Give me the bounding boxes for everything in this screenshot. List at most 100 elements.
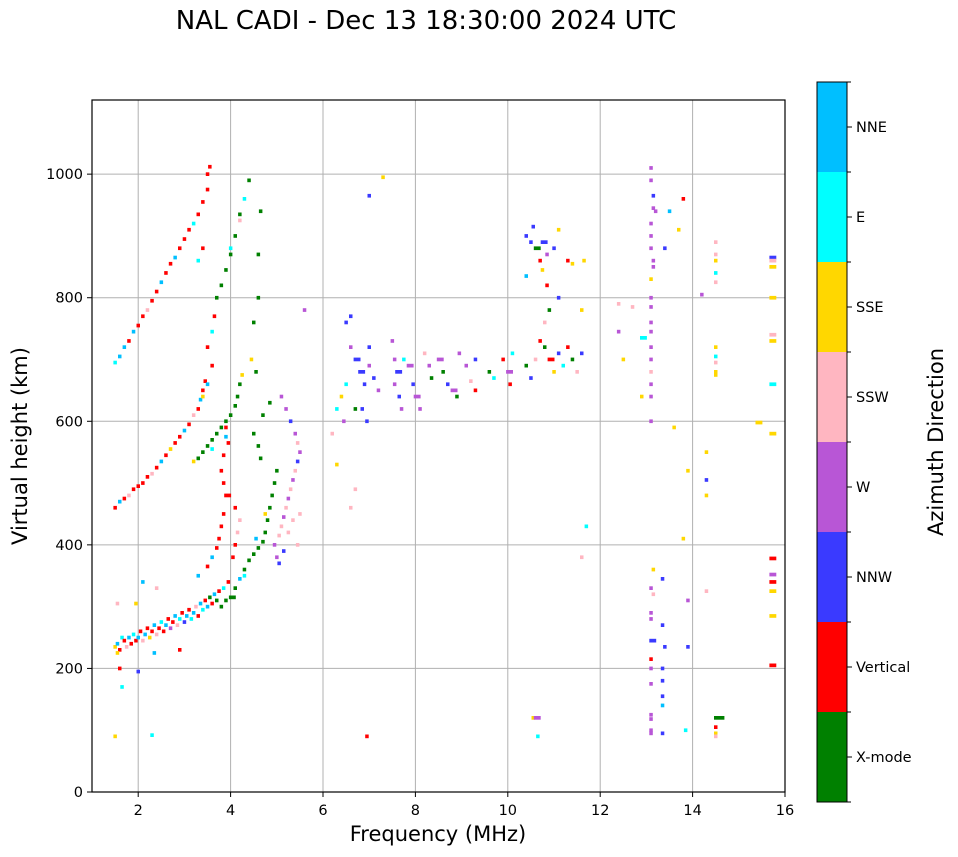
data-point-ssw bbox=[533, 357, 538, 362]
data-point-x-mode bbox=[441, 370, 445, 374]
data-point-sse bbox=[134, 601, 138, 606]
data-point-w bbox=[291, 478, 295, 482]
data-point-x-mode bbox=[252, 552, 256, 556]
data-point-sse bbox=[335, 462, 339, 467]
x-tick-label: 8 bbox=[411, 803, 420, 819]
data-point-ssw bbox=[575, 370, 579, 374]
data-point-e bbox=[683, 728, 688, 733]
data-point-nnw bbox=[529, 376, 533, 380]
data-point-ssw bbox=[714, 360, 718, 365]
data-point-vertical bbox=[187, 422, 191, 427]
data-point-x-mode bbox=[219, 283, 224, 288]
data-point-nne bbox=[159, 459, 164, 464]
data-point-w bbox=[168, 626, 173, 631]
data-point-nnw bbox=[660, 577, 665, 581]
data-point-e bbox=[178, 617, 182, 621]
data-point-ssw bbox=[422, 351, 427, 356]
data-point-x-mode bbox=[247, 558, 251, 563]
data-point-x-mode bbox=[238, 212, 242, 217]
data-point-sse bbox=[582, 258, 586, 263]
data-point-nne bbox=[127, 635, 131, 640]
data-point-nnw bbox=[580, 351, 584, 356]
data-point-ssw bbox=[293, 468, 297, 473]
data-point-ssw bbox=[145, 308, 150, 312]
colorbar: X-mode Vertical NNW W SSW SSE E NNE bbox=[816, 81, 912, 803]
data-point-nnw bbox=[136, 669, 140, 674]
data-point-vertical bbox=[205, 345, 210, 349]
data-point-vertical bbox=[501, 357, 505, 362]
data-point-w bbox=[649, 717, 653, 721]
data-point-w bbox=[649, 712, 653, 717]
data-point-x-mode bbox=[487, 370, 492, 374]
data-point-x-mode bbox=[714, 716, 725, 720]
data-point-w bbox=[367, 363, 371, 368]
data-point-e bbox=[228, 246, 233, 251]
data-point-sse bbox=[113, 645, 117, 649]
data-point-sse bbox=[115, 651, 120, 655]
data-point-ssw bbox=[154, 586, 159, 590]
data-point-nne bbox=[115, 641, 120, 646]
data-point-x-mode bbox=[270, 493, 274, 498]
data-point-x-mode bbox=[543, 345, 547, 349]
data-point-x-mode bbox=[455, 394, 459, 399]
data-point-x-mode bbox=[247, 178, 251, 183]
data-point-nne bbox=[191, 611, 196, 615]
y-tick-label: 1000 bbox=[46, 167, 83, 183]
y-axis-label: Virtual height (km) bbox=[8, 347, 32, 545]
data-point-nne bbox=[152, 623, 157, 627]
data-point-x-mode bbox=[233, 234, 237, 238]
data-point-nnw bbox=[552, 246, 556, 251]
data-point-ssw bbox=[330, 431, 334, 436]
data-point-vertical bbox=[215, 546, 219, 550]
data-point-w bbox=[649, 295, 653, 300]
data-point-vertical bbox=[129, 641, 133, 646]
data-point-nnw bbox=[660, 678, 665, 683]
data-point-nne bbox=[136, 635, 140, 640]
data-point-w bbox=[376, 388, 381, 393]
data-point-x-mode bbox=[215, 598, 219, 603]
data-point-vertical bbox=[118, 648, 122, 652]
data-point-w bbox=[418, 407, 422, 411]
y-tick-label: 800 bbox=[55, 291, 83, 307]
data-point-sse bbox=[552, 370, 556, 374]
data-point-ssw bbox=[194, 604, 198, 609]
data-point-vertical bbox=[182, 237, 187, 241]
data-point-x-mode bbox=[263, 530, 267, 535]
data-point-w bbox=[649, 731, 653, 736]
data-point-vertical bbox=[365, 734, 369, 739]
data-point-nne bbox=[210, 555, 214, 560]
data-point-vertical bbox=[134, 638, 138, 643]
data-point-vertical bbox=[113, 505, 117, 510]
data-point-vertical bbox=[178, 246, 182, 251]
data-point-w bbox=[653, 209, 658, 214]
data-point-e bbox=[201, 607, 205, 612]
data-point-nnw bbox=[660, 623, 665, 627]
data-point-x-mode bbox=[224, 419, 228, 424]
data-point-x-mode bbox=[261, 413, 265, 417]
data-point-ssw bbox=[543, 320, 547, 325]
data-point-w bbox=[649, 320, 653, 325]
data-point-x-mode bbox=[258, 456, 263, 461]
data-point-nne bbox=[173, 614, 177, 618]
data-point-nne bbox=[141, 580, 145, 584]
data-point-w bbox=[427, 363, 431, 368]
data-point-vertical bbox=[224, 425, 228, 430]
data-point-nnw bbox=[344, 320, 348, 325]
data-point-vertical bbox=[161, 629, 166, 634]
data-point-sse bbox=[714, 370, 718, 374]
colorbar-label-sse: SSE bbox=[856, 300, 884, 316]
data-point-nne bbox=[212, 592, 217, 597]
data-point-ssw bbox=[353, 487, 358, 492]
data-point-w bbox=[275, 555, 279, 560]
data-point-w bbox=[286, 496, 291, 501]
data-point-vertical bbox=[166, 617, 170, 621]
data-point-x-mode bbox=[254, 370, 258, 374]
data-point-sse bbox=[191, 459, 196, 464]
data-point-vertical bbox=[217, 589, 221, 593]
data-point-ssw bbox=[175, 623, 180, 627]
data-point-x-mode bbox=[219, 425, 224, 430]
data-point-nne bbox=[182, 428, 187, 433]
data-point-nne bbox=[667, 209, 672, 214]
data-point-x-mode bbox=[258, 209, 263, 214]
data-point-x-mode bbox=[208, 595, 212, 600]
